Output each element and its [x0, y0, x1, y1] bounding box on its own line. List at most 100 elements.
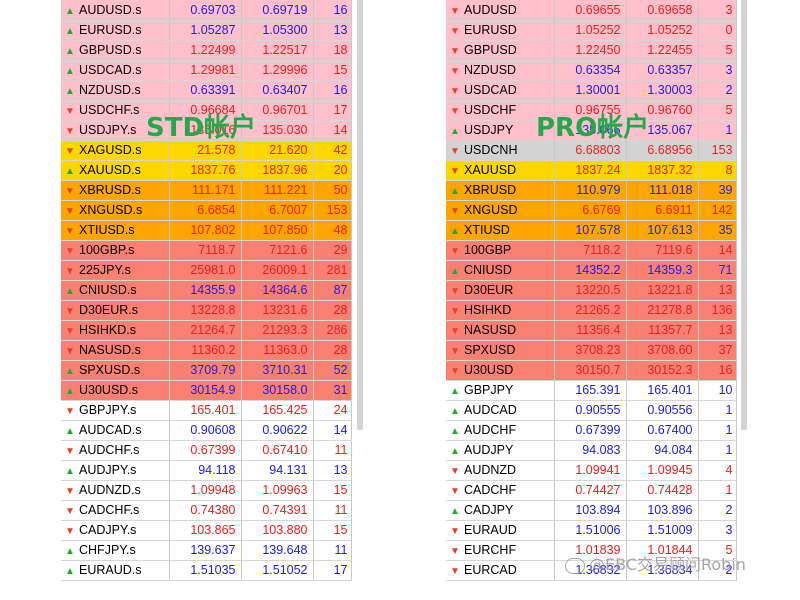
- symbol-cell[interactable]: ▼ USDCHF: [446, 100, 555, 121]
- quote-row[interactable]: ▼ AUDUSD 0.69655 0.69658 3: [446, 0, 737, 21]
- quote-row[interactable]: ▼ SPXUSD 3708.23 3708.60 37: [446, 340, 737, 361]
- symbol-cell[interactable]: ▼ GBPUSD: [446, 40, 555, 61]
- quote-row[interactable]: ▲ USDJPY 135.066 135.067 1: [446, 120, 737, 141]
- quote-row[interactable]: ▼ NASUSD 11356.4 11357.7 13: [446, 320, 737, 341]
- quote-row[interactable]: ▲ AUDCHF 0.67399 0.67400 1: [446, 420, 737, 441]
- quote-row[interactable]: ▼ EURAUD 1.51006 1.51009 3: [446, 520, 737, 541]
- symbol-cell[interactable]: ▲ EURUSD.s: [61, 20, 170, 41]
- quote-row[interactable]: ▼ U30USD 30150.7 30152.3 16: [446, 360, 737, 381]
- symbol-cell[interactable]: ▲ GBPJPY: [446, 380, 555, 401]
- quote-row[interactable]: ▲ EURUSD.s 1.05287 1.05300 13: [61, 20, 352, 41]
- symbol-cell[interactable]: ▼ XNGUSD.s: [61, 200, 170, 221]
- quote-row[interactable]: ▼ D30EUR.s 13228.8 13231.6 28: [61, 300, 352, 321]
- quote-row[interactable]: ▲ CADJPY 103.894 103.896 2: [446, 500, 737, 521]
- quote-row[interactable]: ▼ GBPUSD 1.22450 1.22455 5: [446, 40, 737, 61]
- symbol-cell[interactable]: ▼ AUDNZD.s: [61, 480, 170, 501]
- quote-row[interactable]: ▼ 225JPY.s 25981.0 26009.1 281: [61, 260, 352, 281]
- symbol-cell[interactable]: ▲ USDCAD.s: [61, 60, 170, 81]
- symbol-cell[interactable]: ▼ NASUSD: [446, 320, 555, 341]
- quote-row[interactable]: ▼ EURUSD 1.05252 1.05252 0: [446, 20, 737, 41]
- symbol-cell[interactable]: ▲ AUDUSD.s: [61, 0, 170, 21]
- symbol-cell[interactable]: ▼ CADCHF.s: [61, 500, 170, 521]
- quote-row[interactable]: ▲ CNIUSD 14352.2 14359.3 71: [446, 260, 737, 281]
- quote-row[interactable]: ▼ NASUSD.s 11360.2 11363.0 28: [61, 340, 352, 361]
- symbol-cell[interactable]: ▲ XAUUSD.s: [61, 160, 170, 181]
- symbol-cell[interactable]: ▼ XNGUSD: [446, 200, 555, 221]
- quote-row[interactable]: ▲ XTIUSD 107.578 107.613 35: [446, 220, 737, 241]
- quote-row[interactable]: ▲ CNIUSD.s 14355.9 14364.6 87: [61, 280, 352, 301]
- quote-row[interactable]: ▲ USDCAD.s 1.29981 1.29996 15: [61, 60, 352, 81]
- quote-row[interactable]: ▼ HSIHKD.s 21264.7 21293.3 286: [61, 320, 352, 341]
- quote-row[interactable]: ▲ CHFJPY.s 139.637 139.648 11: [61, 540, 352, 561]
- symbol-cell[interactable]: ▲ SPXUSD.s: [61, 360, 170, 381]
- symbol-cell[interactable]: ▼ AUDUSD: [446, 0, 555, 21]
- std-scrollbar[interactable]: [357, 0, 363, 430]
- quote-row[interactable]: ▲ AUDJPY 94.083 94.084 1: [446, 440, 737, 461]
- symbol-cell[interactable]: ▲ AUDCHF: [446, 420, 555, 441]
- symbol-cell[interactable]: ▼ NZDUSD: [446, 60, 555, 81]
- symbol-cell[interactable]: ▼ HSIHKD.s: [61, 320, 170, 341]
- symbol-cell[interactable]: ▼ D30EUR.s: [61, 300, 170, 321]
- symbol-cell[interactable]: ▼ 225JPY.s: [61, 260, 170, 281]
- quote-row[interactable]: ▼ 100GBP 7118.2 7119.6 14: [446, 240, 737, 261]
- quote-row[interactable]: ▼ USDCHF.s 0.96684 0.96701 17: [61, 100, 352, 121]
- quote-row[interactable]: ▲ GBPUSD.s 1.22499 1.22517 18: [61, 40, 352, 61]
- symbol-cell[interactable]: ▲ AUDJPY: [446, 440, 555, 461]
- symbol-cell[interactable]: ▼ 100GBP: [446, 240, 555, 261]
- symbol-cell[interactable]: ▲ EURAUD.s: [61, 560, 170, 581]
- quote-row[interactable]: ▼ AUDNZD 1.09941 1.09945 4: [446, 460, 737, 481]
- quote-row[interactable]: ▼ AUDNZD.s 1.09948 1.09963 15: [61, 480, 352, 501]
- quote-row[interactable]: ▼ CADJPY.s 103.865 103.880 15: [61, 520, 352, 541]
- symbol-cell[interactable]: ▼ XAUUSD: [446, 160, 555, 181]
- symbol-cell[interactable]: ▲ GBPUSD.s: [61, 40, 170, 61]
- symbol-cell[interactable]: ▲ XTIUSD: [446, 220, 555, 241]
- quote-row[interactable]: ▼ GBPJPY.s 165.401 165.425 24: [61, 400, 352, 421]
- quote-row[interactable]: ▼ XNGUSD.s 6.6854 6.7007 153: [61, 200, 352, 221]
- symbol-cell[interactable]: ▼ U30USD: [446, 360, 555, 381]
- symbol-cell[interactable]: ▼ GBPJPY.s: [61, 400, 170, 421]
- symbol-cell[interactable]: ▼ USDCNH: [446, 140, 555, 161]
- symbol-cell[interactable]: ▲ AUDJPY.s: [61, 460, 170, 481]
- symbol-cell[interactable]: ▼ XAGUSD.s: [61, 140, 170, 161]
- symbol-cell[interactable]: ▲ CNIUSD: [446, 260, 555, 281]
- symbol-cell[interactable]: ▼ 100GBP.s: [61, 240, 170, 261]
- symbol-cell[interactable]: ▼ SPXUSD: [446, 340, 555, 361]
- symbol-cell[interactable]: ▼ USDJPY.s: [61, 120, 170, 141]
- symbol-cell[interactable]: ▲ NZDUSD.s: [61, 80, 170, 101]
- symbol-cell[interactable]: ▼ XBRUSD.s: [61, 180, 170, 201]
- quote-row[interactable]: ▼ XAUUSD 1837.24 1837.32 8: [446, 160, 737, 181]
- quote-row[interactable]: ▲ U30USD.s 30154.9 30158.0 31: [61, 380, 352, 401]
- symbol-cell[interactable]: ▼ USDCAD: [446, 80, 555, 101]
- symbol-cell[interactable]: ▼ CADCHF: [446, 480, 555, 501]
- quote-row[interactable]: ▼ XNGUSD 6.6769 6.6911 142: [446, 200, 737, 221]
- symbol-cell[interactable]: ▲ USDJPY: [446, 120, 555, 141]
- quote-row[interactable]: ▼ XBRUSD.s 111.171 111.221 50: [61, 180, 352, 201]
- symbol-cell[interactable]: ▼ AUDCHF.s: [61, 440, 170, 461]
- symbol-cell[interactable]: ▼ EURCAD: [446, 560, 555, 581]
- pro-scrollbar[interactable]: [741, 0, 747, 430]
- quote-row[interactable]: ▲ NZDUSD.s 0.63391 0.63407 16: [61, 80, 352, 101]
- quote-row[interactable]: ▲ AUDCAD.s 0.90608 0.90622 14: [61, 420, 352, 441]
- symbol-cell[interactable]: ▼ D30EUR: [446, 280, 555, 301]
- quote-row[interactable]: ▲ AUDCAD 0.90555 0.90556 1: [446, 400, 737, 421]
- symbol-cell[interactable]: ▲ CHFJPY.s: [61, 540, 170, 561]
- quote-row[interactable]: ▼ HSIHKD 21265.2 21278.8 136: [446, 300, 737, 321]
- symbol-cell[interactable]: ▲ CNIUSD.s: [61, 280, 170, 301]
- quote-row[interactable]: ▲ SPXUSD.s 3709.79 3710.31 52: [61, 360, 352, 381]
- symbol-cell[interactable]: ▼ CADJPY.s: [61, 520, 170, 541]
- quote-row[interactable]: ▼ D30EUR 13220.5 13221.8 13: [446, 280, 737, 301]
- symbol-cell[interactable]: ▼ NASUSD.s: [61, 340, 170, 361]
- symbol-cell[interactable]: ▲ CADJPY: [446, 500, 555, 521]
- symbol-cell[interactable]: ▼ EURAUD: [446, 520, 555, 541]
- quote-row[interactable]: ▲ GBPJPY 165.391 165.401 10: [446, 380, 737, 401]
- quote-row[interactable]: ▼ 100GBP.s 7118.7 7121.6 29: [61, 240, 352, 261]
- quote-row[interactable]: ▼ USDCHF 0.96755 0.96760 5: [446, 100, 737, 121]
- symbol-cell[interactable]: ▼ EURCHF: [446, 540, 555, 561]
- quote-row[interactable]: ▼ AUDCHF.s 0.67399 0.67410 11: [61, 440, 352, 461]
- quote-row[interactable]: ▼ CADCHF.s 0.74380 0.74391 11: [61, 500, 352, 521]
- quote-row[interactable]: ▼ XTIUSD.s 107.802 107.850 48: [61, 220, 352, 241]
- symbol-cell[interactable]: ▼ EURUSD: [446, 20, 555, 41]
- quote-row[interactable]: ▲ AUDUSD.s 0.69703 0.69719 16: [61, 0, 352, 21]
- quote-row[interactable]: ▼ CADCHF 0.74427 0.74428 1: [446, 480, 737, 501]
- quote-row[interactable]: ▲ EURAUD.s 1.51035 1.51052 17: [61, 560, 352, 581]
